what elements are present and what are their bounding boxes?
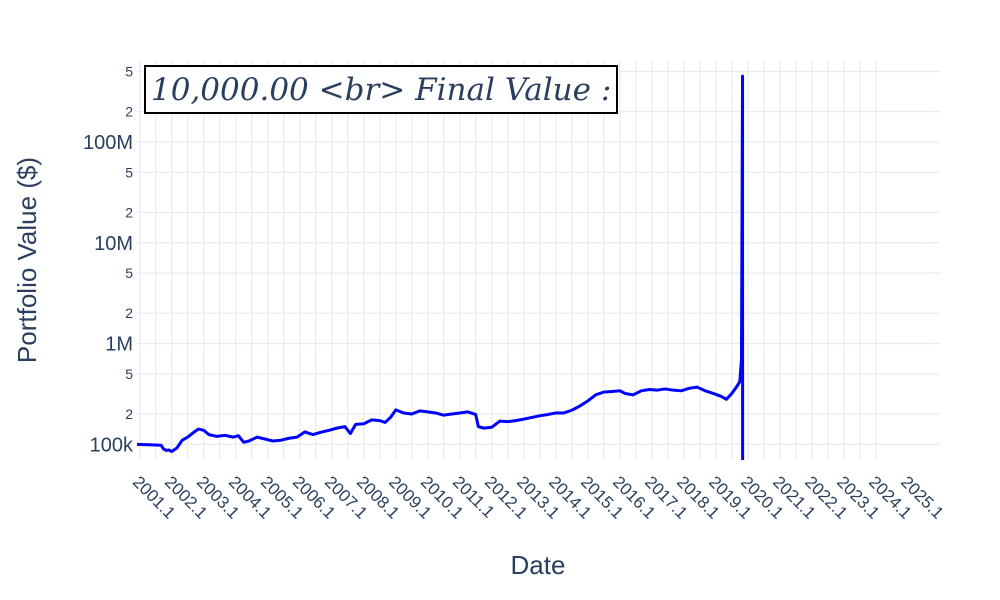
x-axis-title: Date: [511, 550, 566, 580]
y-tick-label: 100k: [90, 434, 134, 456]
annotation-text: 10,000.00 <br> Final Value :: [151, 72, 611, 108]
y-minor-tick-label: 2: [125, 104, 133, 120]
y-axis-title: Portfolio Value ($): [12, 157, 42, 363]
y-minor-tick-label: 5: [125, 265, 133, 281]
y-tick-label: 10M: [94, 233, 133, 255]
y-minor-tick-label: 2: [125, 406, 133, 422]
y-minor-tick-label: 2: [125, 305, 133, 321]
series-layer: [137, 74, 745, 460]
annotation-box: 10,000.00 <br> Final Value :: [144, 65, 618, 114]
y-minor-tick-label: 2: [125, 204, 133, 220]
y-tick-labels: 100k 1M 10M 100M 2 5 2 5 2 5 2 5: [83, 63, 134, 456]
y-tick-label: 100M: [83, 132, 133, 154]
y-minor-tick-label: 5: [125, 366, 133, 382]
annotation-frame: [144, 65, 618, 114]
y-minor-tick-label: 5: [125, 164, 133, 180]
y-minor-tick-label: 5: [125, 63, 133, 79]
y-tick-label: 1M: [105, 334, 133, 356]
series-line: [137, 74, 745, 460]
